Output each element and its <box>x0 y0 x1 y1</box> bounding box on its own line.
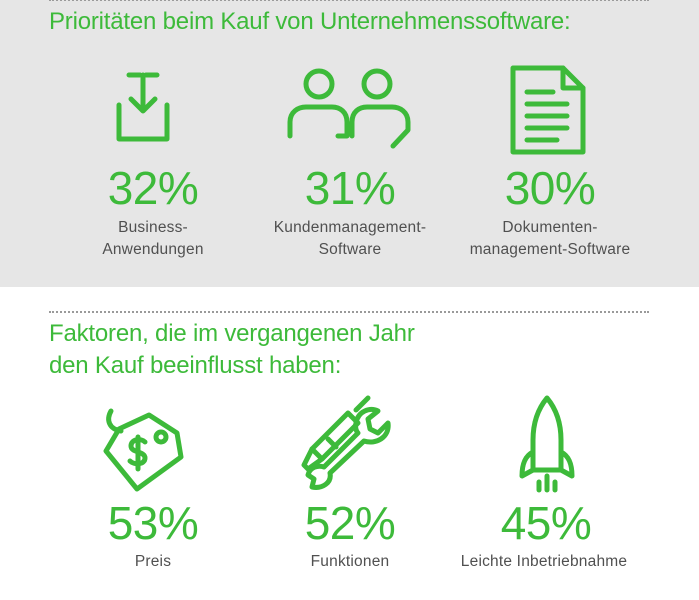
crm-label: Kundenmanagement- Software <box>273 219 427 258</box>
price-percent: 53% <box>107 497 199 549</box>
easy-setup-percent: 45% <box>500 497 592 549</box>
business-apps-label: Business- Anwendungen <box>102 219 204 258</box>
priorities-heading: Prioritäten beim Kauf von Unternehmensso… <box>49 8 571 35</box>
features-label: Funktionen <box>310 553 390 570</box>
users-icon <box>286 68 412 150</box>
easy-setup-label: Leichte Inbetriebnahme <box>460 553 628 570</box>
document-icon <box>509 64 587 156</box>
download-icon <box>116 72 170 142</box>
crm-percent: 31% <box>304 162 396 214</box>
price-label: Preis <box>134 553 172 570</box>
document-management-percent: 30% <box>504 162 596 214</box>
top-divider <box>49 0 649 1</box>
factors-heading-line1: Faktoren, die im vergangenen Jahr <box>49 320 415 347</box>
price-tag-icon <box>103 407 184 493</box>
document-management-label: Dokumenten- management-Software <box>469 219 631 258</box>
business-apps-percent: 32% <box>107 162 199 214</box>
section-divider <box>49 311 649 313</box>
factors-heading-line2: den Kauf beeinflusst haben: <box>49 352 342 379</box>
features-percent: 52% <box>304 497 396 549</box>
rocket-icon <box>519 394 575 494</box>
tools-icon <box>298 395 404 491</box>
